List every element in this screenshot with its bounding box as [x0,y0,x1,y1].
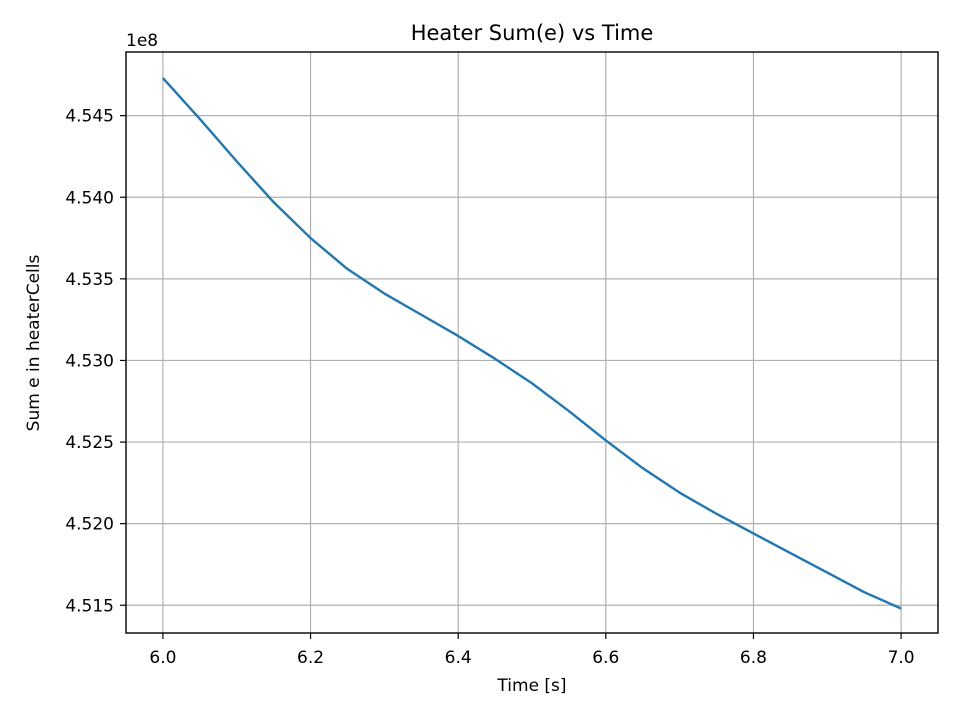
chart-title: Heater Sum(e) vs Time [411,21,654,45]
y-tick-label: 4.535 [65,270,114,290]
x-tick-label: 6.4 [445,648,472,668]
ticks: 6.0 6.2 6.4 6.6 6.8 7.0 4.515 4.520 4.525 4.530 4.… [65,107,914,668]
y-tick-label: 4.525 [65,433,114,453]
y-tick-label: 4.520 [65,515,114,535]
y-tick-label: 4.515 [65,596,114,616]
y-tick-label: 4.545 [65,107,114,127]
x-tick-label: 6.0 [149,648,176,668]
x-tick-label: 6.8 [740,648,767,668]
grid-lines [126,52,938,633]
x-tick-label: 6.2 [297,648,324,668]
x-tick-label: 6.6 [592,648,619,668]
x-axis-label: Time [s] [496,676,566,696]
y-tick-label: 4.540 [65,188,114,208]
plot-area [126,52,938,633]
y-axis-label: Sum e in heaterCells [24,255,44,432]
plot-frame [125,51,939,634]
y-axis-offset-label: 1e8 [126,31,158,51]
series-line-sum-e [162,77,902,610]
x-tick-label: 7.0 [888,648,915,668]
series-layer [162,77,902,610]
y-tick-label: 4.530 [65,351,114,371]
